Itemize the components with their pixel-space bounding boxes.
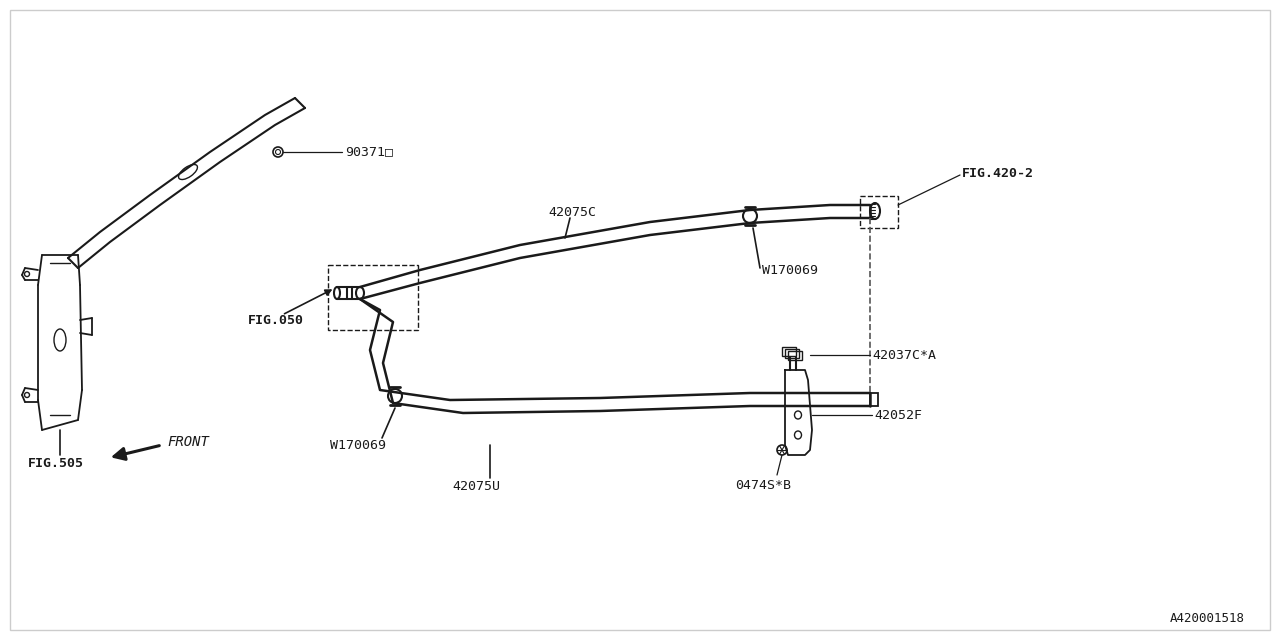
Bar	[785, 349, 799, 358]
Text: 42037C*A: 42037C*A	[872, 349, 936, 362]
Text: FIG.050: FIG.050	[248, 314, 305, 326]
Text: 90371□: 90371□	[346, 145, 393, 159]
Bar	[782, 347, 796, 356]
Text: 42052F: 42052F	[874, 408, 922, 422]
Bar	[328, 265, 419, 330]
Text: W170069: W170069	[762, 264, 818, 276]
Text: A420001518: A420001518	[1170, 612, 1245, 625]
Text: 42075U: 42075U	[452, 479, 500, 493]
Bar	[870, 393, 878, 406]
Text: 0474S*B: 0474S*B	[735, 479, 791, 492]
Text: 42075C: 42075C	[548, 205, 596, 218]
Bar	[860, 196, 899, 228]
Text: FIG.505: FIG.505	[28, 456, 84, 470]
Bar	[788, 351, 803, 360]
Text: FRONT: FRONT	[166, 435, 209, 449]
Text: FIG.420-2: FIG.420-2	[963, 166, 1034, 179]
Text: W170069: W170069	[330, 438, 387, 451]
